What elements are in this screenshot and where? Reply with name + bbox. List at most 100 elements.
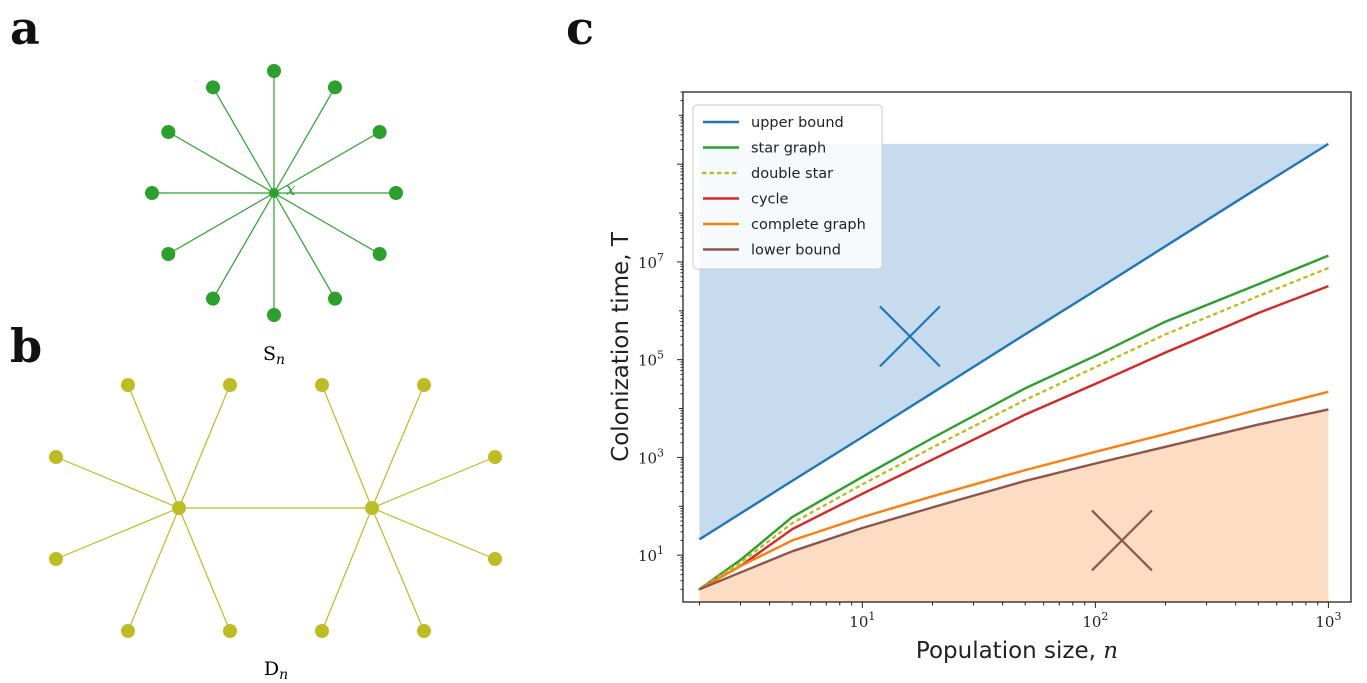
star-edge [273,87,336,194]
star-leaf-node [161,125,176,139]
star-leaf-node [206,80,220,95]
double-star-graph-label: Dn [264,658,288,683]
star-edge [273,131,380,194]
star-label-main: S [263,343,276,365]
double-star-leaf-node [223,378,237,392]
star-edge [212,192,275,299]
chart-series [698,142,1330,591]
double-star-leaf-node [488,552,502,566]
star-graph: x [145,64,403,322]
legend-box [692,104,883,270]
double-star-graph [49,378,502,638]
legend-label: double star [751,166,833,182]
star-graph-label: Sn [263,343,285,368]
double-star-leaf-node [223,624,237,638]
y-tick-label: 101 [638,544,664,565]
double-star-label-sub: n [279,667,288,683]
double-star-leaf-node [49,552,63,566]
double-star-edge [178,384,231,509]
x-tick-exp: 3 [1334,610,1341,623]
star-label-sub: n [276,352,285,368]
double-star-leaf-node [49,450,63,464]
upper-region-cross-marker [879,305,941,368]
star-leaf-node [267,308,281,322]
star-edge [212,87,275,194]
y-tick-exp: 7 [657,251,664,264]
star-leaf-node [161,247,176,261]
double-star-edge [321,507,373,632]
star-leaf-node [206,291,220,306]
y-tick-label: 103 [638,446,664,467]
star-leaf-node [267,64,281,78]
legend-label: lower bound [751,243,841,259]
x-axis-label-var: n [1103,638,1118,664]
panel-b-letter: b [10,319,42,373]
star-edge [273,192,336,299]
chart-legend: upper bound star graph double star cycle com… [692,104,883,270]
double-star-leaf-node [417,378,431,392]
double-star-edge [371,507,496,560]
x-tick-label: 101 [849,610,875,631]
double-star-hub-node [172,501,186,515]
star-leaf-node [328,291,342,306]
series-line-double-star [698,266,1330,591]
series-line-lower-bound [698,408,1329,591]
y-tick-base: 10 [638,547,657,565]
star-center-label: x [286,180,296,200]
star-leaf-node [145,186,159,200]
series-line-star-graph [698,254,1329,591]
star-edge [168,192,275,255]
x-tick-label: 103 [1315,610,1341,631]
series-line-upper-bound [698,142,1330,541]
chart-markers [879,305,1153,572]
star-leaf-node [372,247,387,261]
double-star-leaf-node [417,624,431,638]
y-tick-exp: 3 [657,446,664,459]
double-star-edge [127,384,180,509]
double-star-hub-node [365,501,379,515]
double-star-leaf-node [121,378,135,392]
x-tick-base: 10 [849,613,868,631]
series-line-cycle [698,284,1329,591]
lower-bound-region [699,409,1329,602]
double-star-edge [127,507,180,632]
series-line-complete-graph [698,390,1329,591]
double-star-edge [371,507,425,632]
x-tick-base: 10 [1315,613,1334,631]
lower-region-cross-marker [1091,509,1153,572]
double-star-label-main: D [264,658,279,680]
x-tick-exp: 2 [1101,610,1108,623]
x-tick-exp: 1 [868,610,875,623]
double-star-edge [321,384,373,509]
y-axis-label: Colonization time, T [608,231,634,462]
legend-label: upper bound [751,115,844,131]
star-edge [168,131,275,194]
panel-a-letter: a [10,1,40,55]
y-tick-label: 105 [638,349,664,370]
double-star-leaf-node [121,624,135,638]
star-edge [273,192,380,255]
x-tick-label: 102 [1082,610,1108,631]
y-tick-base: 10 [638,449,657,467]
double-star-leaf-node [315,624,329,638]
x-tick-base: 10 [1082,613,1101,631]
double-star-edge [371,456,496,509]
double-star-edge [178,507,231,632]
y-tick-exp: 5 [657,349,664,362]
legend-label: star graph [751,141,826,157]
double-star-edge [371,384,425,509]
legend-label: complete graph [751,217,866,233]
x-axis-label: Population size, n [916,638,1118,664]
star-leaf-node [328,80,342,95]
double-star-leaf-node [488,450,502,464]
panel-c-letter: c [566,1,594,55]
y-tick-base: 10 [638,352,657,370]
double-star-leaf-node [315,378,329,392]
star-leaf-node [372,125,387,139]
legend-label: cycle [751,192,789,208]
double-star-edge [55,456,180,509]
star-center-node [269,188,279,198]
